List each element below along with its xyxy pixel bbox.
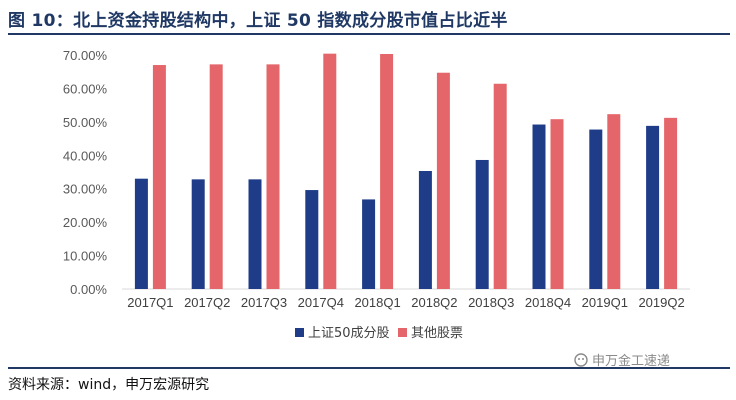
legend-entry: 上证50成分股 — [308, 326, 390, 341]
figure-title: 图 10：北上资金持股结构中，上证 50 指数成分股市值占比近半 — [8, 11, 508, 31]
y-axis-ticks: 0.00% 10.00% 20.00% 30.00% 40.00% 50.00% 60.00… — [63, 48, 108, 297]
legend: 上证50成分股 其他股票 — [295, 326, 463, 341]
source-note: 资料来源：wind，申万宏源研究 — [8, 377, 210, 393]
bar-sz50 — [589, 129, 603, 289]
x-axis-labels: 2017Q1 2017Q2 2017Q3 2017Q4 2018Q1 2018Q2 2018… — [127, 295, 684, 310]
bar-group — [134, 53, 678, 290]
x-tick-label: 2018Q1 — [354, 295, 400, 310]
bar-other — [323, 53, 337, 289]
y-tick-label: 60.00% — [63, 81, 108, 96]
title-divider — [8, 33, 730, 35]
watermark-text: 申万金工速递 — [592, 354, 671, 369]
bar-other — [550, 119, 564, 289]
bar-other — [436, 72, 450, 290]
legend-entry: 其他股票 — [411, 326, 463, 341]
wechat-icon — [574, 352, 588, 367]
y-tick-label: 30.00% — [63, 182, 108, 197]
legend-swatch — [398, 328, 407, 337]
bar-other — [664, 117, 678, 290]
legend-swatch — [295, 328, 304, 337]
bar-other — [607, 114, 621, 289]
bar-sz50 — [248, 179, 262, 289]
bar-sz50 — [418, 170, 432, 289]
x-tick-label: 2017Q3 — [241, 295, 287, 310]
x-tick-label: 2018Q2 — [411, 295, 457, 310]
bar-sz50 — [475, 159, 489, 289]
footer-divider — [8, 367, 730, 369]
y-tick-label: 20.00% — [63, 215, 108, 230]
x-tick-label: 2018Q3 — [468, 295, 514, 310]
bar-sz50 — [362, 199, 376, 289]
y-tick-label: 0.00% — [70, 282, 107, 297]
bar-sz50 — [646, 125, 660, 290]
bar-sz50 — [305, 190, 319, 289]
watermark: 申万金工速递 — [574, 350, 670, 369]
bar-other — [209, 64, 223, 289]
y-tick-label: 10.00% — [63, 249, 108, 264]
bar-other — [493, 83, 507, 290]
bar-sz50 — [191, 179, 205, 289]
bar-sz50 — [532, 124, 546, 289]
y-tick-label: 40.00% — [63, 148, 108, 163]
x-tick-label: 2017Q1 — [127, 295, 173, 310]
x-tick-label: 2017Q4 — [298, 295, 344, 310]
x-tick-label: 2019Q1 — [582, 295, 628, 310]
bar-sz50 — [134, 178, 148, 289]
x-tick-label: 2017Q2 — [184, 295, 230, 310]
y-tick-label: 50.00% — [63, 115, 108, 130]
y-tick-label: 70.00% — [63, 48, 108, 63]
x-tick-label: 2018Q4 — [525, 295, 571, 310]
bar-other — [152, 65, 166, 290]
bar-other — [266, 64, 280, 289]
x-tick-label: 2019Q2 — [638, 295, 684, 310]
bar-other — [380, 53, 394, 289]
